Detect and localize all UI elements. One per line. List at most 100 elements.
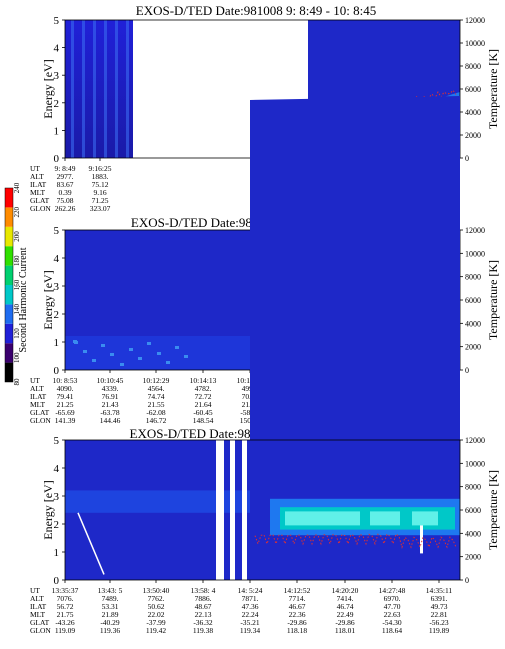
table-cell: 148.54	[193, 416, 214, 425]
spectrogram-speck	[138, 357, 142, 360]
table-cell: 53.31	[102, 602, 119, 611]
table-cell: 56.72	[57, 602, 74, 611]
table-row-label: ALT	[30, 172, 44, 181]
table-cell: 14:12:52	[284, 586, 311, 595]
table-cell: 21.75	[57, 610, 74, 619]
table-cell: -36.32	[193, 618, 213, 627]
colorbar-tick-label: 180	[13, 255, 21, 266]
table-cell: 21.43	[102, 400, 119, 409]
table-row-label: MLT	[30, 188, 46, 197]
spectrogram-speck	[120, 363, 124, 366]
colorbar-swatch	[5, 323, 13, 344]
colorbar: 80 100 120 140 160 180 200 220 240 Second Harmon…	[4, 182, 29, 386]
y2-tick-label: 0	[465, 576, 469, 585]
table-cell: 22.24	[242, 610, 259, 619]
spectrogram-stripe	[104, 20, 107, 158]
spectrogram-speck	[129, 348, 133, 351]
y2-tick-label: 4000	[465, 108, 481, 117]
y-tick-label: 1	[54, 547, 60, 559]
y2-tick-label: 2000	[465, 131, 481, 140]
colorbar-swatch	[5, 188, 13, 208]
colorbar-label: Second Harmonic Current	[18, 247, 29, 352]
table-row-label: ALT	[30, 384, 44, 393]
table-row-label: UT	[30, 164, 40, 173]
table-cell: 10:10:45	[97, 376, 124, 385]
spectrogram-segment	[250, 96, 460, 580]
spectrogram-speck	[110, 353, 114, 356]
table-cell: 1883.	[92, 172, 109, 181]
spectrogram-band	[65, 490, 250, 513]
table-cell: 74.74	[148, 392, 165, 401]
table-cell: -54.30	[382, 618, 402, 627]
colorbar-swatch	[5, 362, 13, 382]
table-cell: 144.46	[100, 416, 121, 425]
table-row-label: ILAT	[30, 392, 47, 401]
y-axis-label: Energy [eV]	[41, 59, 55, 118]
y2-tick-label: 12000	[465, 436, 485, 445]
table-cell: 119.36	[100, 626, 121, 635]
colorbar-tick-label: 200	[13, 231, 21, 242]
data-gap	[230, 440, 235, 580]
table-cell: 118.18	[287, 626, 308, 635]
table-cell: 4782.	[195, 384, 212, 393]
y2-axis: 0 2000 4000 6000 8000 10000 12000 Temperature […	[460, 16, 500, 163]
table-row-label: GLON	[30, 416, 51, 425]
table-cell: 46.67	[289, 602, 306, 611]
table-cell: 7489.	[102, 594, 119, 603]
spectrogram-speck	[175, 346, 179, 349]
table-cell: 141.39	[55, 416, 76, 425]
spectrogram-stripe	[126, 20, 129, 158]
colorbar-swatch	[5, 265, 13, 285]
table-cell: 21.55	[148, 400, 165, 409]
y2-tick-label: 10000	[465, 39, 485, 48]
table-row-label: MLT	[30, 400, 46, 409]
table-cell: 119.38	[193, 626, 214, 635]
y2-tick-label: 0	[465, 366, 469, 375]
y2-tick-label: 4000	[465, 529, 481, 538]
table-cell: 21.25	[57, 400, 74, 409]
table-cell: 48.67	[195, 602, 212, 611]
table-cell: 6970.	[384, 594, 401, 603]
table-cell: 118.64	[382, 626, 403, 635]
y2-axis-label: Temperature [K]	[486, 470, 500, 550]
data-gap	[242, 440, 247, 580]
colorbar-frame	[4, 187, 14, 383]
spectrogram-stripe	[93, 20, 96, 158]
y-tick-label: 0	[54, 153, 60, 165]
spectrogram-speck	[101, 344, 105, 347]
table-cell: 13:50:40	[143, 586, 170, 595]
table-cell: 13:43: 5	[98, 586, 123, 595]
table-row-label: ALT	[30, 594, 44, 603]
table-cell: 119.89	[429, 626, 450, 635]
table-cell: 22.49	[337, 610, 354, 619]
y2-tick-label: 10000	[465, 249, 485, 258]
table-cell: 79.41	[57, 392, 74, 401]
spectrogram-speck	[157, 352, 161, 355]
table-cell: 22.36	[289, 610, 306, 619]
data-gap	[216, 440, 224, 580]
colorbar-tick-label: 240	[13, 182, 21, 193]
table-cell: 13:58: 4	[191, 586, 216, 595]
table-cell: -56.23	[429, 618, 449, 627]
colorbar-swatch	[5, 226, 13, 247]
table-cell: 47.70	[384, 602, 401, 611]
spectrogram-speck	[184, 355, 188, 358]
y-axis-label: Energy [eV]	[41, 480, 55, 539]
colorbar-tick-label: 220	[13, 207, 21, 218]
table-cell: 10: 8:53	[53, 376, 78, 385]
colorbar-tick-label: 80	[13, 378, 21, 386]
table-cell: 119.09	[55, 626, 76, 635]
spectrogram-speck	[92, 359, 96, 362]
spectrogram-streak	[420, 525, 423, 554]
table-cell: 14: 5:24	[238, 586, 263, 595]
table-cell: 9:16:25	[89, 164, 112, 173]
colorbar-swatch	[5, 304, 13, 324]
table-cell: 14:27:48	[379, 586, 406, 595]
y-tick-label: 4	[54, 43, 60, 55]
table-cell: -35.21	[240, 618, 260, 627]
y-tick-label: 3	[54, 281, 60, 293]
y-tick-label: 2	[54, 98, 60, 110]
table-row-label: GLON	[30, 626, 51, 635]
table-cell: 75.12	[92, 180, 109, 189]
table-cell: -40.29	[100, 618, 120, 627]
